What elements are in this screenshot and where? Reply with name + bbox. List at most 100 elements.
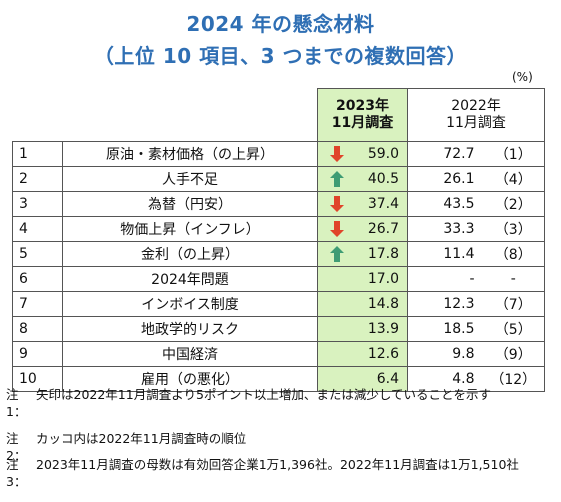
table-row: 4 物価上昇（インフレ） 26.7 33.3 （3）: [12, 216, 546, 242]
rank-2022-cell-text: （12）: [490, 372, 537, 388]
note-text: 矢印は2022年11月調査より5ポイント以上増加、または減少していることを示す: [36, 387, 492, 402]
rank-cell-text: 9: [19, 346, 28, 362]
concern-cell-text: 為替（円安）: [148, 197, 232, 213]
arrow-down-icon: [330, 196, 344, 212]
rank-2022-cell-text: （4）: [494, 172, 532, 188]
rank-2022-cell: （7）: [482, 291, 546, 317]
value-2022-cell: 33.3: [407, 216, 483, 242]
value-2022-cell: 26.1: [407, 166, 483, 192]
value-2022-cell-text: 26.1: [443, 171, 475, 187]
header-2022: 2022年 11月調査: [406, 88, 546, 142]
value-2022-cell: 11.4: [407, 241, 483, 267]
rank-2022-cell-text: （1）: [494, 147, 532, 163]
rank-cell-text: 2: [19, 171, 28, 187]
rank-cell-text: 1: [19, 146, 28, 162]
note-text: カッコ内は2022年11月調査時の順位: [36, 431, 247, 446]
value-2022-cell-text: 33.3: [443, 221, 475, 237]
arrow-down-icon: [330, 146, 344, 162]
page-title: 2024 年の懸念材料: [186, 12, 375, 36]
concern-cell-text: インボイス制度: [141, 297, 239, 313]
table-row: 10 雇用（の悪化） 6.4 4.8 （12）: [12, 366, 546, 392]
rank-cell: 7: [12, 291, 63, 317]
note-1: 注1： 矢印は2022年11月調査より5ポイント以上増加、または減少していることを…: [6, 386, 546, 420]
value-2023-cell-text: 40.5: [367, 171, 399, 187]
value-2022-cell-text: 43.5: [443, 196, 475, 212]
rank-cell: 6: [12, 266, 63, 292]
table-row: 7 インボイス制度 14.8 12.3 （7）: [12, 291, 546, 317]
arrow-down-icon: [330, 221, 344, 237]
note-2: 注2： カッコ内は2022年11月調査時の順位: [6, 430, 541, 464]
concern-cell: 地政学的リスク: [62, 316, 318, 342]
concern-cell: 物価上昇（インフレ）: [62, 216, 318, 242]
value-2023-cell: 14.8: [317, 291, 408, 317]
value-2023-cell: 17.0: [317, 266, 408, 292]
concern-cell: 中国経済: [62, 341, 318, 367]
value-2022-cell-text: 72.7: [443, 146, 475, 162]
rank-cell-text: 10: [19, 371, 37, 387]
concern-cell-text: 原油・素材価格（の上昇）: [106, 147, 274, 163]
rank-2022-cell: （4）: [482, 166, 546, 192]
value-2023-cell: 59.0: [317, 141, 408, 167]
rank-cell-text: 6: [19, 271, 28, 287]
rank-2022-cell: （1）: [482, 141, 546, 167]
value-2023-cell: 40.5: [317, 166, 408, 192]
concern-cell-text: 人手不足: [162, 172, 218, 188]
concern-cell-text: 物価上昇（インフレ）: [120, 222, 260, 238]
value-2022-cell-text: 9.8: [452, 346, 475, 362]
rank-cell: 5: [12, 241, 63, 267]
rank-2022-cell-text: （2）: [494, 197, 532, 213]
rank-2022-cell: （2）: [482, 191, 546, 217]
value-2022-cell: 43.5: [407, 191, 483, 217]
rank-2022-cell: （8）: [482, 241, 546, 267]
rank-cell: 3: [12, 191, 63, 217]
rank-cell: 8: [12, 316, 63, 342]
rank-2022-cell: （12）: [482, 366, 546, 392]
table-row: 6 2024年問題 17.0 - -: [12, 266, 546, 292]
value-2022-cell: 4.8: [407, 366, 483, 392]
rank-2022-cell-text: （8）: [494, 247, 532, 263]
concern-cell: 為替（円安）: [62, 191, 318, 217]
rank-2022-cell: （9）: [482, 341, 546, 367]
value-2023-cell: 17.8: [317, 241, 408, 267]
rank-2022-cell: （3）: [482, 216, 546, 242]
value-2022-cell: 9.8: [407, 341, 483, 367]
rank-cell-text: 7: [19, 296, 28, 312]
rank-cell-text: 8: [19, 321, 28, 337]
rank-2022-cell: -: [482, 266, 546, 292]
value-2022-cell: 72.7: [407, 141, 483, 167]
header-2022-survey: 11月調査: [446, 115, 506, 131]
concern-cell: 2024年問題: [62, 266, 318, 292]
value-2023-cell-text: 13.9: [367, 321, 399, 337]
concern-cell: 金利（の上昇）: [62, 241, 318, 267]
rank-2022-cell-text: （3）: [494, 222, 532, 238]
value-2022-cell-text: 11.4: [443, 246, 475, 262]
header-blank: [13, 89, 63, 142]
concern-cell-text: 雇用（の悪化）: [141, 372, 239, 388]
value-2022-cell-text: 18.5: [443, 321, 475, 337]
rank-2022-cell-text: （5）: [494, 322, 532, 338]
note-label: 注2：: [6, 431, 27, 463]
rank-2022-cell: （5）: [482, 316, 546, 342]
rank-cell: 9: [12, 341, 63, 367]
header-2023-year: 2023年: [336, 98, 389, 114]
value-2023-cell: 37.4: [317, 191, 408, 217]
concern-cell: インボイス制度: [62, 291, 318, 317]
value-2023-cell-text: 59.0: [367, 146, 399, 162]
header-2023: 2023年 11月調査: [317, 88, 408, 142]
rank-2022-cell-text: （9）: [494, 347, 532, 363]
unit-label: (%): [512, 70, 533, 84]
value-2023-cell-text: 37.4: [367, 196, 399, 212]
value-2022-cell-text: 12.3: [443, 296, 475, 312]
rank-cell: 4: [12, 216, 63, 242]
rank-2022-cell-text: -: [510, 271, 516, 287]
table-row: 3 為替（円安） 37.4 43.5 （2）: [12, 191, 546, 217]
value-2022-cell-text: 4.8: [452, 371, 475, 387]
value-2022-cell: 18.5: [407, 316, 483, 342]
note-3: 注3： 2023年11月調査の母数は有効回答企業1万1,396社。2022年11月…: [6, 456, 546, 490]
value-2023-cell-text: 17.8: [367, 246, 399, 262]
rank-cell: 1: [12, 141, 63, 167]
concern-cell-text: 地政学的リスク: [141, 322, 239, 338]
table-row: 2 人手不足 40.5 26.1 （4）: [12, 166, 546, 192]
header-blank: [63, 89, 318, 142]
note-label: 注3：: [6, 457, 27, 489]
